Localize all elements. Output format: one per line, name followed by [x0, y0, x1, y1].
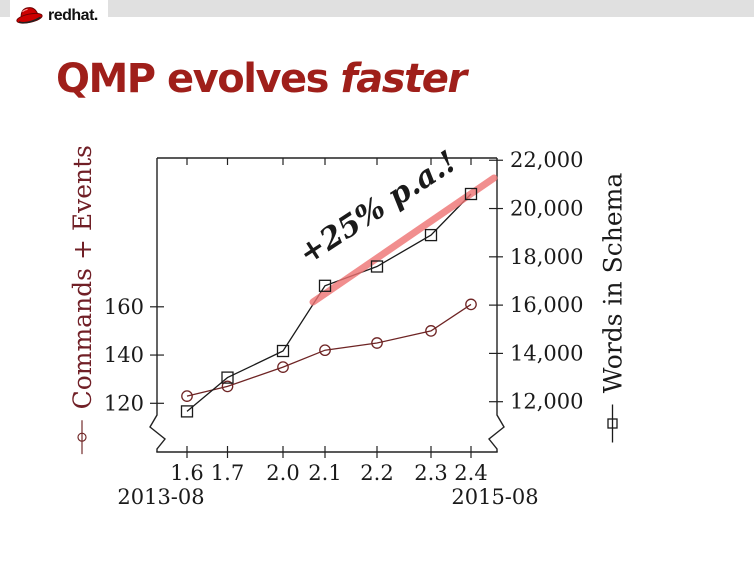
wordmark-hat: hat. — [71, 7, 98, 24]
marker-square — [464, 187, 478, 201]
right-tick-label: 12,000 — [510, 390, 583, 414]
redhat-fedora-icon — [16, 7, 43, 24]
x-tick-label: 2.2 — [360, 461, 393, 485]
x-tick-label: 1.6 — [170, 461, 203, 485]
trend-line — [309, 174, 498, 306]
title-emphasis: faster — [340, 56, 467, 102]
marker-circle — [181, 390, 193, 402]
square-series-legend-icon — [607, 404, 618, 443]
right-axis-break — [488, 158, 505, 452]
left-tick-label: 120 — [104, 391, 144, 415]
wordmark-red: red — [48, 7, 72, 24]
marker-square — [318, 279, 332, 292]
x-end-date-label: 2015-08 — [451, 485, 538, 509]
x-tick-label: 1.7 — [211, 461, 244, 485]
left-tick-label: 140 — [104, 343, 144, 367]
x-tick-label: 2.4 — [454, 461, 487, 485]
redhat-wordmark: redhat. — [48, 8, 98, 24]
marker-square — [180, 405, 194, 418]
marker-circle — [371, 337, 383, 349]
circle-series-legend-icon — [77, 420, 87, 455]
header-band — [0, 0, 754, 17]
series-line-square — [186, 193, 472, 412]
right-tick-label: 18,000 — [510, 245, 583, 269]
plot-frame — [149, 157, 505, 453]
title-text: QMP evolves — [56, 56, 341, 102]
data-series-markers — [180, 187, 478, 418]
axis-ticks — [150, 158, 503, 458]
marker-square — [221, 371, 234, 384]
marker-circle — [277, 361, 289, 373]
right-tick-label: 16,000 — [510, 293, 583, 317]
right-axis-title: Words in Schema — [598, 166, 628, 451]
marker-square — [370, 260, 384, 273]
page-title: QMP evolves faster — [56, 56, 467, 102]
growth-annotation: +25% p.a.! — [293, 144, 463, 272]
marker-circle — [221, 380, 234, 393]
marker-square — [424, 228, 438, 242]
x-start-date-label: 2013-08 — [117, 485, 204, 509]
x-tick-label: 2.1 — [308, 461, 341, 485]
marker-square — [276, 344, 290, 358]
left-tick-label: 160 — [104, 295, 144, 319]
x-tick-label: 2.0 — [266, 461, 299, 485]
line-chart: 1.6 1.7 2.0 2.1 2.2 2.3 2.4 120 140 160 12,000 14,0… — [104, 144, 584, 509]
right-tick-label: 20,000 — [510, 197, 583, 221]
series-line-circle — [186, 303, 472, 397]
data-series-lines — [186, 193, 472, 412]
right-tick-label: 22,000 — [510, 148, 583, 172]
left-axis-break — [149, 158, 166, 452]
marker-circle — [465, 298, 477, 311]
right-tick-label: 14,000 — [510, 341, 583, 365]
x-tick-label: 2.3 — [414, 461, 447, 485]
marker-circle — [319, 344, 331, 357]
redhat-logo: redhat. — [10, 0, 108, 33]
axis-tick-labels: 1.6 1.7 2.0 2.1 2.2 2.3 2.4 120 140 160 12,000 14,0… — [104, 148, 584, 485]
marker-circle — [425, 325, 437, 337]
left-axis-title: Commands + Events — [67, 145, 97, 455]
